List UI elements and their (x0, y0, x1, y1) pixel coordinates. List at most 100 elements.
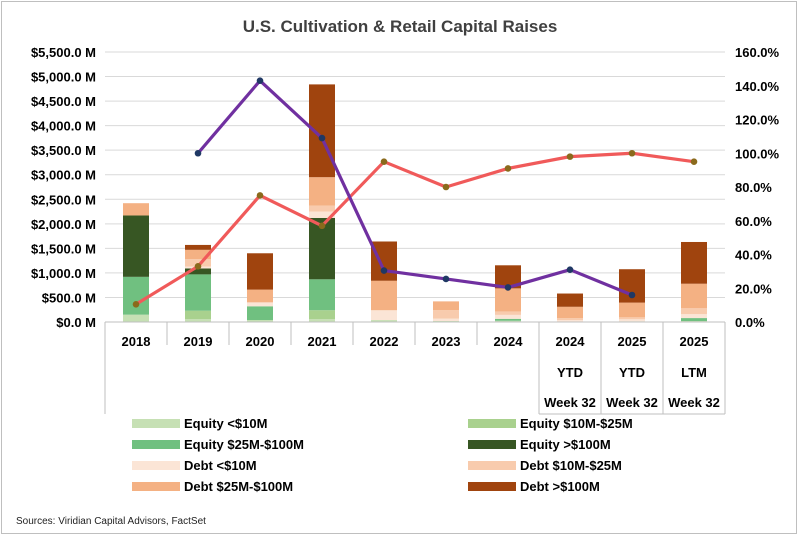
bar-segment (247, 289, 273, 303)
bar-segment (123, 215, 149, 277)
bar-segment (185, 244, 211, 250)
y-right-tick-label: 0.0% (735, 315, 765, 330)
bar-segment (123, 203, 149, 216)
line-point (318, 134, 326, 142)
line-point (256, 77, 264, 84)
legend-swatch (468, 440, 516, 449)
legend-label: Debt $25M-$100M (184, 479, 293, 494)
x-tick-label: YTD (557, 365, 583, 380)
x-tick-label: 2019 (184, 334, 213, 349)
line-point (442, 183, 450, 191)
line-point (380, 267, 388, 274)
x-tick-label: 2022 (370, 334, 399, 349)
bar-segment (681, 308, 707, 315)
legend-swatch (132, 461, 180, 470)
line-point (194, 149, 202, 157)
bar-segment (123, 276, 149, 315)
x-tick-label: 2025 (680, 334, 709, 349)
line-point (256, 192, 264, 199)
line-point (504, 165, 512, 172)
bar-segment (185, 249, 211, 260)
bar-segment (557, 293, 583, 307)
legend-swatch (468, 461, 516, 470)
legend-swatch (132, 419, 180, 428)
line-point (504, 284, 512, 291)
chart-title: U.S. Cultivation & Retail Capital Raises (243, 17, 558, 36)
bar-segment (495, 288, 521, 312)
legend-swatch (468, 482, 516, 491)
source-note: Sources: Viridian Capital Advisors, Fact… (16, 516, 206, 527)
y-right-tick-label: 140.0% (735, 79, 780, 94)
bar-segment (247, 302, 273, 307)
bar-segment (185, 268, 211, 275)
bar-segment (433, 301, 459, 311)
bar-segment (185, 319, 211, 322)
x-tick-label: Week 32 (606, 395, 658, 410)
y-left-tick-label: $1,500.0 M (31, 241, 96, 256)
x-tick-label: Week 32 (544, 395, 596, 410)
y-right-tick-label: 120.0% (735, 113, 780, 128)
line-series (135, 151, 695, 306)
x-tick-label: 2021 (308, 334, 337, 349)
bar-segment (433, 318, 459, 322)
x-tick-label: 2020 (246, 334, 275, 349)
x-tick-label: LTM (681, 365, 707, 380)
legend-label: Equity $10M-$25M (520, 416, 633, 431)
bar-segment (371, 310, 397, 321)
line-point (380, 158, 388, 165)
bar-segment (309, 279, 335, 311)
x-tick-label: YTD (619, 365, 645, 380)
y-right-tick-label: 20.0% (735, 281, 772, 296)
bar-segment (557, 318, 583, 321)
bar-segment (371, 280, 397, 311)
y-left-tick-label: $5,500.0 M (31, 45, 96, 60)
y-right-tick-label: 80.0% (735, 180, 772, 195)
bar-segment (371, 241, 397, 281)
bar-segment (557, 306, 583, 319)
bar-segment (619, 319, 645, 322)
bar-segment (495, 314, 521, 319)
bar-segment (309, 177, 335, 206)
y-right-tick-label: 160.0% (735, 45, 780, 60)
bar-segment (185, 259, 211, 267)
legend-swatch (132, 482, 180, 491)
y-left-tick-label: $2,000.0 M (31, 217, 96, 232)
bar-segment (681, 283, 707, 309)
y-left-tick-label: $2,500.0 M (31, 192, 96, 207)
bar-segment (123, 314, 149, 322)
bar-segment (433, 310, 459, 319)
bar-segment (247, 320, 273, 322)
bar-segment (681, 318, 707, 322)
bar-segment (619, 302, 645, 318)
x-tick-label: Week 32 (668, 395, 720, 410)
x-tick-label: 2023 (432, 334, 461, 349)
legend-swatch (132, 440, 180, 449)
x-tick-label: 2018 (122, 334, 151, 349)
bar-segment (495, 318, 521, 321)
legend-label: Equity $25M-$100M (184, 437, 304, 452)
y-right-tick-label: 100.0% (735, 146, 780, 161)
y-left-tick-label: $500.0 M (42, 290, 96, 305)
y-left-tick-label: $3,000.0 M (31, 168, 96, 183)
y-left-tick-label: $4,000.0 M (31, 119, 96, 134)
y-left-tick-label: $0.0 M (56, 315, 96, 330)
y-right-tick-label: 40.0% (735, 248, 772, 263)
line-point (628, 149, 636, 157)
bar-segment (681, 314, 707, 319)
bar-segment (557, 320, 583, 322)
bar-segment (495, 265, 521, 289)
y-left-tick-label: $1,000.0 M (31, 266, 96, 281)
line-point (690, 158, 698, 165)
bar-segment (185, 274, 211, 311)
y-right-tick-label: 60.0% (735, 214, 772, 229)
line-series (196, 79, 633, 297)
x-tick-label: 2024 (494, 334, 524, 349)
line-point (566, 153, 574, 160)
line-point (566, 266, 574, 273)
y-left-tick-label: $5,000.0 M (31, 70, 96, 85)
legend-swatch (468, 419, 516, 428)
legend-label: Debt >$100M (520, 479, 600, 494)
bar-segment (185, 310, 211, 320)
y-left-tick-label: $4,500.0 M (31, 94, 96, 109)
